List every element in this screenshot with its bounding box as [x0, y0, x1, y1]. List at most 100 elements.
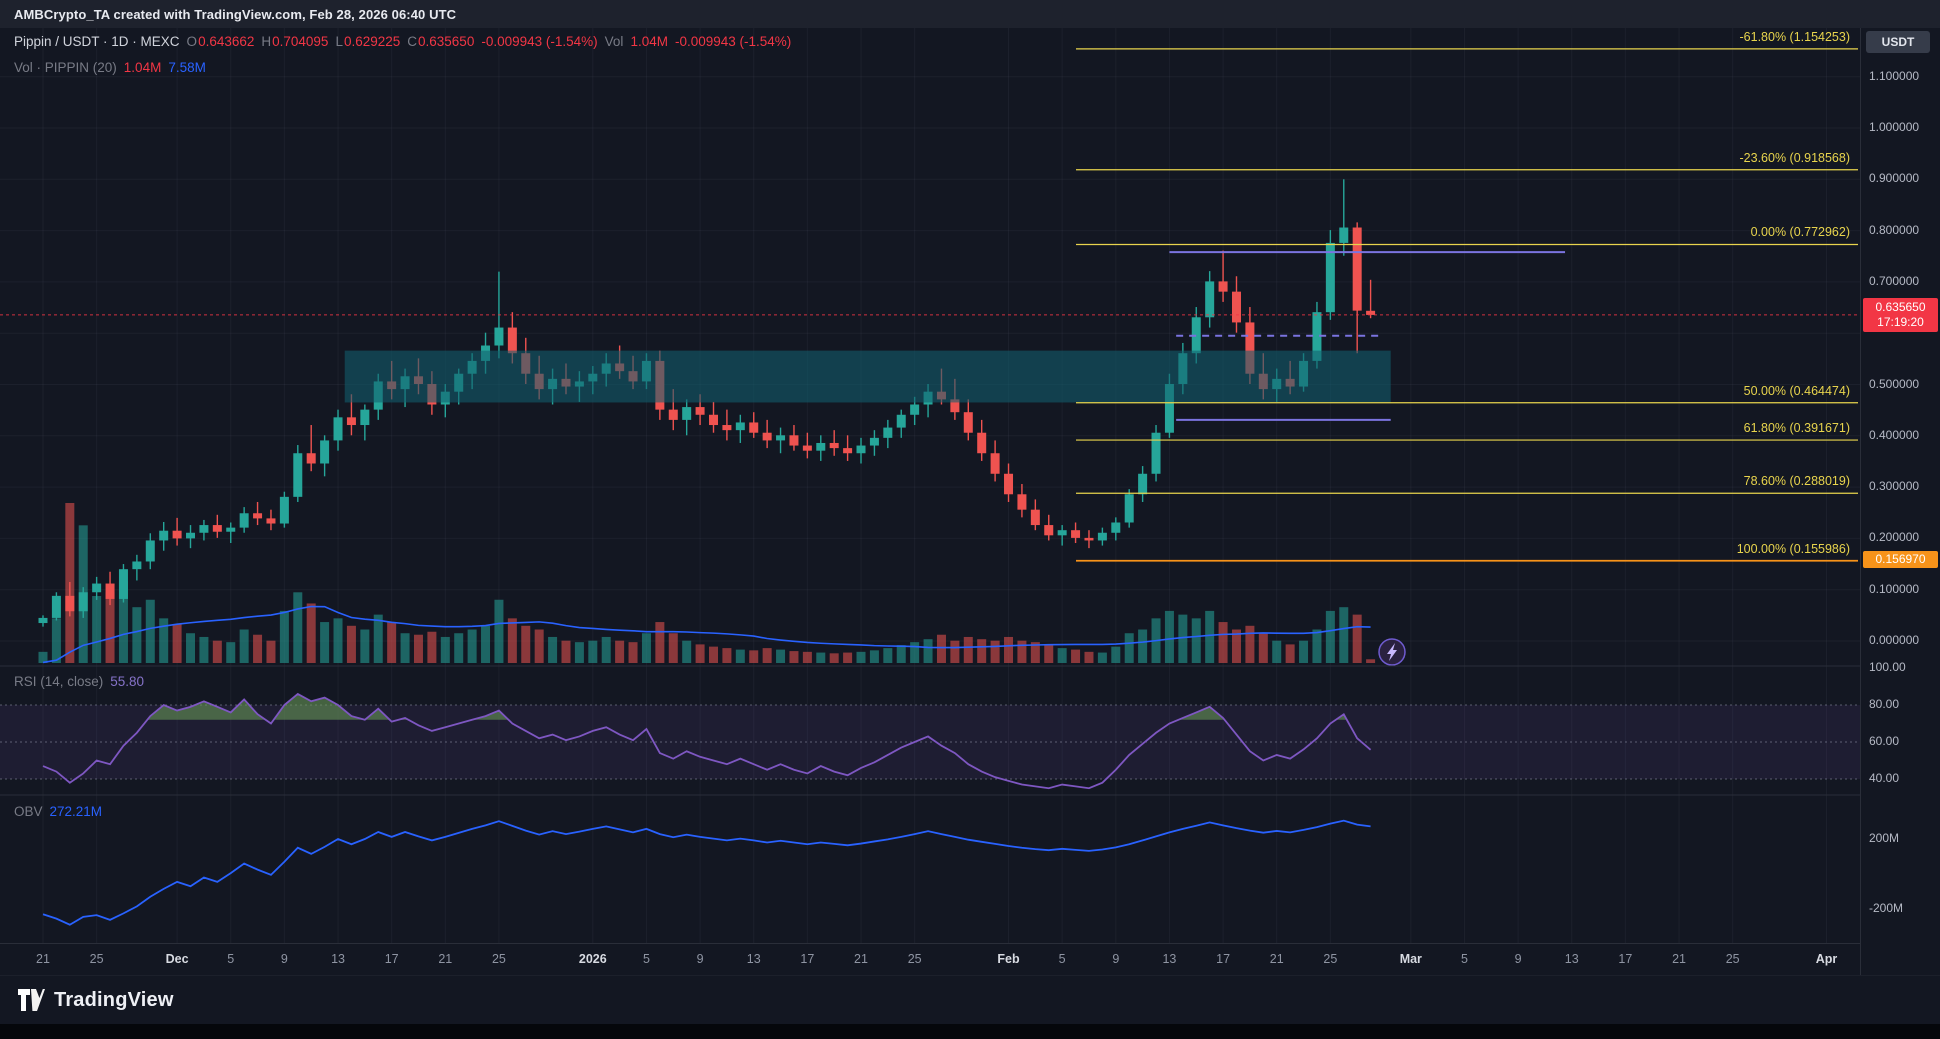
- price-axis-label: 0.100000: [1869, 581, 1920, 596]
- price-axis-label: 1.100000: [1869, 68, 1920, 83]
- ohlc-open-value: 0.643662: [198, 34, 255, 49]
- obv-label[interactable]: OBV: [14, 804, 43, 819]
- fib-level-label: 61.80% (0.391671): [1743, 421, 1850, 436]
- time-axis-label: 17: [1216, 952, 1231, 966]
- time-axis-label: 17: [800, 952, 815, 966]
- time-axis-label: 21: [438, 952, 453, 966]
- price-axis-label: 0.400000: [1869, 427, 1920, 442]
- time-axis-label: 21: [854, 952, 868, 966]
- rsi-axis-label: 40.00: [1869, 771, 1900, 785]
- time-axis-label: 13: [1162, 952, 1177, 966]
- price-axis-label: 0.500000: [1869, 376, 1920, 391]
- ohlc-low-value: 0.629225: [343, 34, 401, 49]
- time-axis-label: 9: [1112, 952, 1120, 966]
- obv-value: 272.21M: [49, 804, 103, 819]
- time-axis-label: 17: [384, 952, 399, 966]
- time-axis-label: 2026: [578, 952, 607, 966]
- time-axis-label: 5: [227, 952, 235, 966]
- price-axis-label: 1.000000: [1869, 120, 1920, 134]
- price-axis-label: 0.300000: [1869, 479, 1920, 494]
- rsi-value: 55.80: [110, 674, 145, 689]
- time-axis-label: 21: [1269, 952, 1284, 966]
- time-axis-label: 25: [89, 952, 104, 966]
- price-axis-label: 0.200000: [1869, 530, 1920, 545]
- time-axis-label: 9: [280, 952, 288, 966]
- time-axis-label: Mar: [1399, 952, 1422, 966]
- attribution-bar: AMBCrypto_TA created with TradingView.co…: [0, 0, 1940, 28]
- time-axis-label: 5: [642, 952, 650, 966]
- obv-axis-label: 200M: [1869, 831, 1900, 845]
- time-axis-label: 25: [907, 952, 922, 966]
- time-axis-label: 21: [1672, 952, 1686, 966]
- time-axis-label: 25: [1323, 952, 1338, 966]
- last-price-badge: 0.635650 17:19:20: [1863, 297, 1938, 332]
- obv-axis-label: -200M: [1869, 901, 1904, 915]
- time-axis-label: 13: [1564, 952, 1579, 966]
- supply-zone: [344, 350, 1391, 403]
- fib-level-label: 78.60% (0.288019): [1743, 474, 1850, 489]
- tradingview-wordmark: TradingView: [54, 988, 174, 1011]
- change-value-2: -0.009943 (-1.54%): [674, 34, 792, 49]
- price-axis-label: 0.000000: [1869, 633, 1920, 647]
- last-price-value: 0.635650: [1875, 299, 1926, 314]
- change-value: -0.009943 (-1.54%): [481, 34, 598, 49]
- ohlc-high-label: H: [261, 34, 272, 49]
- symbol-title[interactable]: Pippin / USDT · 1D · MEXC: [14, 34, 180, 49]
- volume-value: 1.04M: [630, 34, 668, 49]
- rsi-legend: RSI (14, close) 55.80: [14, 674, 144, 689]
- volume-indicator-value: 1.04M: [123, 60, 162, 75]
- ohlc-open-label: O: [186, 34, 198, 49]
- obv-legend: OBV 272.21M: [14, 804, 102, 819]
- rsi-axis-label: 60.00: [1869, 734, 1900, 748]
- time-axis-label: 9: [1514, 952, 1522, 966]
- ohlc-low-label: L: [335, 34, 343, 49]
- time-axis-label: 5: [1058, 952, 1066, 966]
- rsi-line: [42, 692, 1372, 790]
- rsi-label[interactable]: RSI (14, close): [14, 674, 104, 689]
- fib-level-label: 0.00% (0.772962): [1750, 225, 1850, 240]
- symbol-legend: Pippin / USDT · 1D · MEXC O 0.643662 H 0.7…: [14, 34, 791, 49]
- time-axis-label: 25: [1725, 952, 1740, 966]
- orange-price-badge: 0.156970: [1863, 551, 1938, 569]
- time-axis-label: 5: [1460, 952, 1468, 966]
- bar-countdown: 17:19:20: [1877, 314, 1924, 329]
- price-axis-label: 0.900000: [1869, 171, 1920, 186]
- ohlc-close-value: 0.635650: [418, 34, 475, 49]
- obv-line: [42, 819, 1371, 926]
- attribution-text: AMBCrypto_TA created with TradingView.co…: [14, 6, 457, 22]
- fib-level-label: -61.80% (1.154253): [1739, 29, 1851, 44]
- rsi-axis-label: 100.00: [1869, 660, 1906, 674]
- rsi-axis-label: 80.00: [1869, 697, 1900, 711]
- tradingview-logo[interactable]: TradingView: [18, 988, 174, 1012]
- fib-level-label: -23.60% (0.918568): [1739, 150, 1851, 165]
- time-axis-label: Feb: [997, 952, 1020, 966]
- axis-currency-button[interactable]: USDT: [1866, 31, 1930, 53]
- volume-ma-line: [42, 605, 1371, 664]
- volume-ma-value: 7.58M: [168, 60, 206, 75]
- time-axis-label: Apr: [1815, 952, 1838, 966]
- price-axis-label: 0.700000: [1869, 273, 1920, 288]
- time-axis-label: 13: [331, 952, 345, 966]
- ohlc-high-value: 0.704095: [272, 34, 329, 49]
- time-axis-label: 9: [696, 952, 704, 966]
- chart-canvas[interactable]: [0, 0, 1860, 943]
- lightning-icon[interactable]: [1378, 638, 1406, 666]
- footer-bar: TradingView: [0, 975, 1940, 1024]
- volume-label[interactable]: Vol: [604, 34, 624, 49]
- time-axis-label: 13: [746, 952, 761, 966]
- bottom-strip: [0, 1024, 1940, 1039]
- time-axis-label: Dec: [165, 952, 189, 966]
- price-axis[interactable]: USDT 0.635650 17:19:20 0.156970 1.100000…: [1860, 0, 1940, 975]
- time-axis-label: 25: [491, 952, 506, 966]
- volume-indicator-legend: Vol · PIPPIN (20) 1.04M 7.58M: [14, 60, 206, 75]
- fib-level-label: 100.00% (0.155986): [1736, 541, 1850, 556]
- ohlc-close-label: C: [407, 34, 418, 49]
- fib-level-label: 50.00% (0.464474): [1743, 383, 1850, 398]
- time-axis-label: 21: [36, 952, 50, 966]
- tradingview-logo-icon: [18, 988, 45, 1011]
- time-axis-label: 17: [1618, 952, 1633, 966]
- volume-indicator-label[interactable]: Vol · PIPPIN (20): [14, 60, 117, 75]
- time-axis[interactable]: 21 25 Dec 5 9 13 17 21 25 2026 5 9 13 17 21 25 Feb 5 9 13 17…: [0, 943, 1860, 975]
- price-axis-label: 0.800000: [1869, 222, 1920, 237]
